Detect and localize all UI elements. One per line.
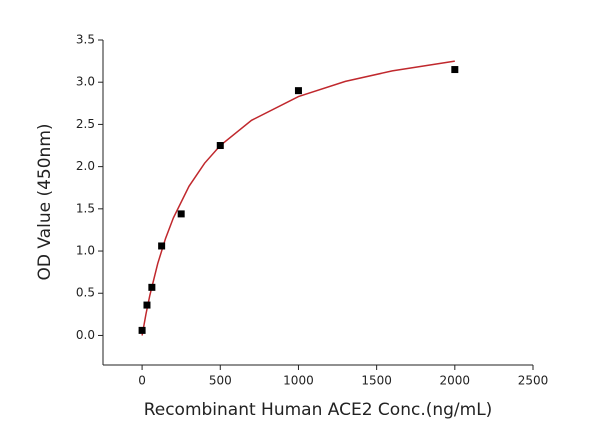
- y-tick-label: 0.0: [76, 328, 95, 342]
- data-point: [294, 87, 302, 95]
- y-tick-label: 3.5: [76, 33, 95, 47]
- y-tick-label: 0.5: [76, 286, 95, 300]
- y-tick-label: 2.0: [76, 159, 95, 173]
- y-tick-label: 2.5: [76, 117, 95, 131]
- y-tick-label: 1.5: [76, 201, 95, 215]
- x-axis-title: Recombinant Human ACE2 Conc.(ng/mL): [144, 400, 493, 420]
- data-point: [451, 66, 459, 74]
- x-tick-label: 1500: [361, 374, 392, 388]
- x-tick-label: 0: [138, 374, 146, 388]
- x-tick-label: 500: [209, 374, 232, 388]
- x-tick-label: 2500: [518, 374, 549, 388]
- x-tick-label: 2000: [440, 374, 471, 388]
- data-point: [138, 326, 146, 334]
- x-tick-label: 1000: [283, 374, 314, 388]
- data-point: [216, 142, 224, 150]
- data-point: [158, 242, 166, 250]
- y-axis-title: OD Value (450nm): [35, 123, 55, 280]
- data-point: [148, 283, 156, 291]
- y-tick-label: 3.0: [76, 75, 95, 89]
- data-point: [143, 301, 151, 309]
- y-tick-label: 1.0: [76, 244, 95, 258]
- fit-curve: [141, 60, 455, 336]
- data-point: [177, 210, 185, 218]
